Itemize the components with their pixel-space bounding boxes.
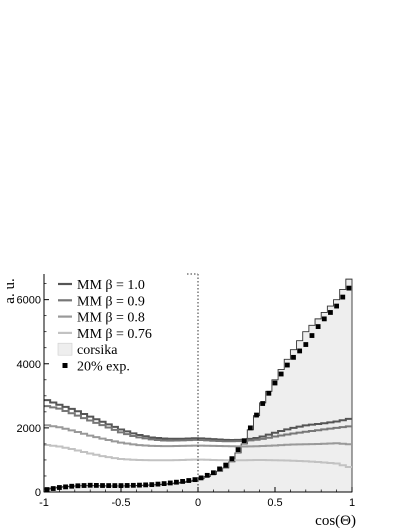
exp-point — [63, 484, 68, 490]
series-mm-0-76-line — [44, 443, 352, 469]
exp-point — [186, 478, 192, 483]
exp-point — [130, 482, 136, 488]
exp-point — [112, 483, 118, 488]
legend-label-corsika: corsika — [77, 343, 118, 358]
exp-point — [297, 348, 303, 354]
exp-point — [174, 479, 179, 485]
exp-point — [211, 470, 216, 476]
exp-point — [204, 472, 210, 478]
exp-point — [328, 310, 333, 315]
series-corsika-area — [43, 278, 353, 493]
legend-swatch-corsika — [57, 342, 73, 356]
legend-label-mm-0-8: MM β = 0.8 — [77, 311, 145, 326]
exp-markers-layer — [44, 285, 352, 492]
exp-point — [81, 483, 87, 488]
exp-point — [180, 479, 185, 484]
y-tick-label: 6000 — [17, 295, 41, 307]
y-tick-label: 4000 — [17, 359, 41, 371]
exp-point — [340, 294, 346, 300]
exp-point — [149, 482, 155, 488]
exp-point — [167, 480, 173, 486]
corsika-fill-layer — [43, 278, 353, 493]
exp-point — [118, 483, 124, 488]
exp-point — [93, 483, 99, 488]
exp-point — [291, 354, 296, 360]
exp-point — [198, 475, 204, 481]
exp-point — [303, 342, 309, 347]
exp-point — [161, 481, 167, 486]
exp-point — [309, 333, 315, 338]
legend-label-20-exp: 20% exp. — [77, 360, 130, 375]
exp-point — [284, 362, 290, 368]
legend: MM β = 1.0MM β = 0.9 MM β = 0.8MM β = 0.7… — [57, 278, 152, 375]
exp-point — [44, 487, 50, 492]
exp-point — [100, 483, 105, 488]
series-mm-1-0-line — [44, 399, 352, 441]
exp-point — [75, 483, 81, 489]
exp-point — [272, 380, 278, 386]
exp-point — [87, 482, 93, 488]
legend-label-mm-1-0: MM β = 1.0 — [77, 278, 145, 293]
exp-point — [334, 303, 339, 309]
exp-point — [321, 316, 327, 322]
exp-point — [229, 456, 235, 462]
exp-point — [217, 466, 222, 472]
y-axis-title: a. u. — [2, 278, 18, 303]
x-tick-label: -0.5 — [112, 497, 131, 509]
exp-point — [50, 486, 56, 491]
x-axis-title: cos(Θ) — [315, 513, 356, 529]
exp-point — [143, 482, 149, 488]
exp-point — [254, 412, 259, 418]
exp-point — [155, 481, 161, 487]
exp-point — [69, 483, 75, 489]
x-tick-label: 0 — [195, 497, 201, 509]
series-lines-layer — [44, 399, 352, 469]
exp-point — [192, 477, 198, 483]
exp-point — [235, 447, 241, 453]
legend-label-mm-0-76: MM β = 0.76 — [77, 327, 152, 342]
exp-point — [137, 482, 142, 488]
y-tick-label: 2000 — [17, 423, 41, 435]
y-tick-label: 0 — [35, 487, 41, 499]
legend-swatch-20-exp — [62, 363, 68, 368]
axes-layer: -1 -0.5 0 0.5 1 0 2000 4000 6000 — [17, 273, 355, 509]
exp-point — [315, 324, 321, 329]
exp-point — [223, 462, 229, 468]
series-mm-0-8-line — [44, 424, 352, 448]
exp-point — [241, 438, 247, 444]
exp-point — [57, 485, 62, 490]
exp-point — [247, 425, 253, 431]
x-tick-label: -1 — [39, 497, 49, 509]
exp-point — [124, 483, 130, 488]
legend-label-mm-0-9: MM β = 0.9 — [77, 294, 145, 309]
exp-point — [346, 285, 352, 291]
x-tick-label: 0.5 — [267, 497, 282, 509]
exp-point — [266, 390, 272, 396]
exp-point — [106, 483, 112, 488]
exp-point — [278, 371, 284, 377]
x-tick-label: 1 — [349, 497, 355, 509]
exp-point — [260, 401, 266, 406]
